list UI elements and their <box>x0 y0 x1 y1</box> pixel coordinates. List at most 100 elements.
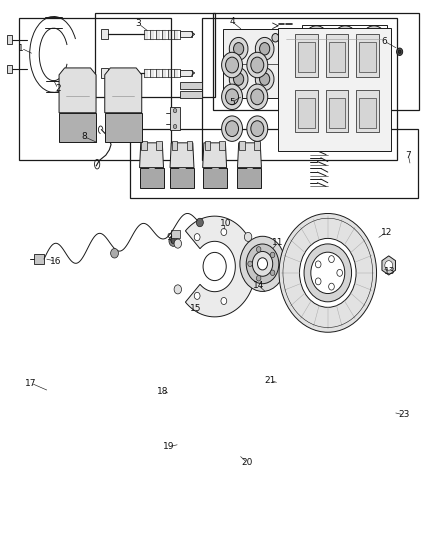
Circle shape <box>221 229 227 236</box>
Text: 13: 13 <box>384 268 396 276</box>
Bar <box>7 36 12 44</box>
Bar <box>205 141 210 150</box>
Polygon shape <box>170 143 194 167</box>
Bar <box>254 141 260 150</box>
Circle shape <box>248 261 252 266</box>
Circle shape <box>304 26 329 58</box>
Circle shape <box>203 253 226 280</box>
Circle shape <box>256 247 261 252</box>
Bar <box>325 34 348 77</box>
Circle shape <box>300 238 356 308</box>
Circle shape <box>247 116 268 141</box>
Bar <box>278 28 391 151</box>
Polygon shape <box>105 68 142 113</box>
Text: 9: 9 <box>166 233 172 242</box>
Text: 17: 17 <box>25 378 37 387</box>
Polygon shape <box>223 29 280 99</box>
Circle shape <box>272 34 279 42</box>
Circle shape <box>311 252 345 294</box>
Circle shape <box>304 244 352 302</box>
Circle shape <box>365 76 382 96</box>
Bar <box>295 34 318 77</box>
Polygon shape <box>237 167 261 188</box>
Text: 8: 8 <box>81 132 87 141</box>
Bar <box>180 31 191 37</box>
Text: 7: 7 <box>406 151 411 160</box>
Text: 21: 21 <box>265 376 276 385</box>
Bar <box>328 42 345 72</box>
Circle shape <box>308 76 325 96</box>
Bar <box>156 141 162 150</box>
Bar <box>101 68 109 78</box>
Bar <box>302 25 387 97</box>
Bar <box>295 90 318 132</box>
Text: 1: 1 <box>18 44 24 53</box>
Circle shape <box>251 57 264 73</box>
Bar <box>130 128 418 198</box>
Circle shape <box>251 89 264 104</box>
Circle shape <box>255 68 274 91</box>
Bar <box>19 18 171 160</box>
Circle shape <box>194 292 200 300</box>
Circle shape <box>396 48 403 55</box>
Bar <box>172 141 177 150</box>
Circle shape <box>171 238 176 244</box>
Text: 5: 5 <box>229 98 235 107</box>
Circle shape <box>365 31 382 52</box>
Bar <box>101 29 109 39</box>
Text: 2: 2 <box>55 84 61 93</box>
Bar <box>180 82 202 89</box>
Circle shape <box>332 70 358 102</box>
Circle shape <box>222 84 243 110</box>
Bar <box>240 141 245 150</box>
Circle shape <box>361 26 387 58</box>
Circle shape <box>385 261 392 270</box>
Circle shape <box>315 261 321 268</box>
Circle shape <box>222 116 243 141</box>
Circle shape <box>246 244 279 284</box>
Circle shape <box>226 121 239 136</box>
Polygon shape <box>203 143 226 167</box>
Circle shape <box>304 70 329 102</box>
Text: 16: 16 <box>50 257 62 265</box>
Circle shape <box>222 52 243 78</box>
Polygon shape <box>140 143 163 167</box>
Circle shape <box>111 248 118 258</box>
Bar <box>180 70 191 76</box>
Circle shape <box>252 252 273 276</box>
Circle shape <box>256 276 261 281</box>
Circle shape <box>315 278 321 285</box>
Circle shape <box>328 283 334 290</box>
Circle shape <box>361 70 387 102</box>
Circle shape <box>226 89 239 104</box>
Circle shape <box>241 263 247 270</box>
Bar <box>95 13 215 97</box>
Polygon shape <box>185 216 256 317</box>
Circle shape <box>247 84 268 110</box>
Text: 19: 19 <box>163 442 175 451</box>
Bar <box>356 34 379 77</box>
Polygon shape <box>203 167 226 188</box>
Text: 14: 14 <box>252 280 264 289</box>
Circle shape <box>240 236 285 292</box>
Circle shape <box>398 50 401 53</box>
Text: 3: 3 <box>136 19 141 28</box>
Text: 4: 4 <box>229 17 235 26</box>
Bar <box>356 90 379 132</box>
Circle shape <box>260 43 270 55</box>
Text: 6: 6 <box>381 37 387 46</box>
Polygon shape <box>140 167 163 188</box>
Circle shape <box>194 233 200 241</box>
Bar <box>359 42 376 72</box>
Bar <box>7 64 12 74</box>
Text: 18: 18 <box>157 386 168 395</box>
Text: 12: 12 <box>381 228 392 237</box>
Circle shape <box>230 37 248 60</box>
Bar <box>325 90 348 132</box>
Circle shape <box>332 26 358 58</box>
Polygon shape <box>170 167 194 188</box>
Bar <box>359 98 376 128</box>
Circle shape <box>279 214 377 332</box>
Circle shape <box>173 124 177 128</box>
Text: 23: 23 <box>398 410 410 419</box>
